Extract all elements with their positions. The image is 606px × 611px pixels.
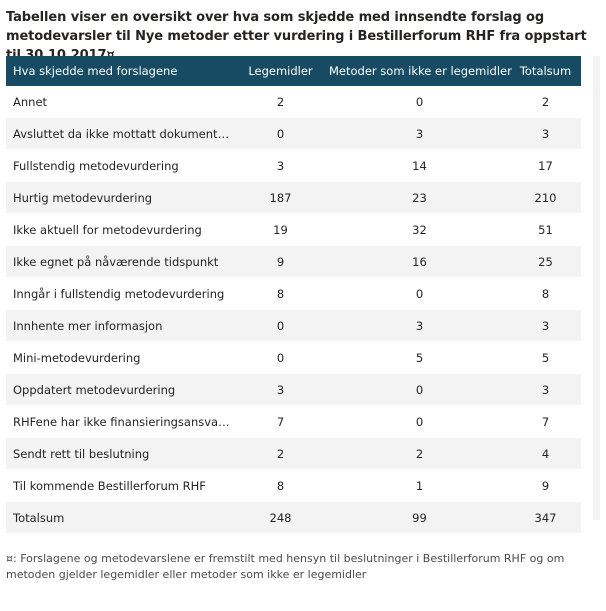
cell-metoder: 2 xyxy=(329,437,510,470)
cell-metoder: 0 xyxy=(329,86,510,118)
cell-legemidler: 3 xyxy=(232,373,329,406)
cell-totalsum: 2 xyxy=(510,86,581,118)
cell-legemidler: 9 xyxy=(232,245,329,278)
cell-category: Oppdatert metodevurdering xyxy=(6,373,232,406)
cell-category: Inngår i fullstendig metodevurdering xyxy=(6,277,232,310)
cell-legemidler: 8 xyxy=(232,469,329,502)
column-header-category[interactable]: Hva skjedde med forslagene xyxy=(6,56,232,86)
cell-totalsum: 5 xyxy=(510,341,581,374)
cell-category: Ikke egnet på nåværende tidspunkt xyxy=(6,245,232,278)
cell-category: Mini-metodevurdering xyxy=(6,341,232,374)
cell-totalsum: 3 xyxy=(510,117,581,150)
table-row: Fullstendig metodevurdering 3 14 17 xyxy=(6,149,581,182)
cell-metoder: 32 xyxy=(329,213,510,246)
cell-category: Ikke aktuell for metodevurdering xyxy=(6,213,232,246)
cell-category: Avsluttet da ikke mottatt dokumentas… xyxy=(6,117,232,150)
table-row: Oppdatert metodevurdering 3 0 3 xyxy=(6,373,581,406)
table-row: Annet 2 0 2 xyxy=(6,86,581,118)
table-row: Hurtig metodevurdering 187 23 210 xyxy=(6,181,581,214)
cell-metoder: 3 xyxy=(329,309,510,342)
cell-metoder: 14 xyxy=(329,149,510,182)
total-cell-legemidler: 248 xyxy=(232,501,329,534)
table-row: Innhente mer informasjon 0 3 3 xyxy=(6,309,581,342)
cell-legemidler: 0 xyxy=(232,341,329,374)
cell-metoder: 1 xyxy=(329,469,510,502)
table-body: Annet 2 0 2 Avsluttet da ikke mottatt dokume… xyxy=(6,86,581,534)
table-row: Ikke egnet på nåværende tidspunkt 9 16 25 xyxy=(6,245,581,278)
cell-metoder: 0 xyxy=(329,405,510,438)
cell-legemidler: 0 xyxy=(232,117,329,150)
cell-legemidler: 2 xyxy=(232,86,329,118)
cell-totalsum: 25 xyxy=(510,245,581,278)
total-cell-metoder: 99 xyxy=(329,501,510,534)
cell-legemidler: 19 xyxy=(232,213,329,246)
cell-legemidler: 0 xyxy=(232,309,329,342)
header-row: Hva skjedde med forslagene Legemidler Me… xyxy=(6,56,581,86)
table-row: Sendt rett til beslutning 2 2 4 xyxy=(6,437,581,470)
total-cell-category: Totalsum xyxy=(6,501,232,534)
data-table: Hva skjedde med forslagene Legemidler Me… xyxy=(6,56,581,534)
cell-category: Hurtig metodevurdering xyxy=(6,181,232,214)
table-row: Mini-metodevurdering 0 5 5 xyxy=(6,341,581,374)
cell-category: Fullstendig metodevurdering xyxy=(6,149,232,182)
cell-legemidler: 8 xyxy=(232,277,329,310)
cell-legemidler: 187 xyxy=(232,181,329,214)
cell-totalsum: 17 xyxy=(510,149,581,182)
table-container: Hva skjedde med forslagene Legemidler Me… xyxy=(6,56,600,534)
cell-totalsum: 51 xyxy=(510,213,581,246)
column-header-legemidler[interactable]: Legemidler xyxy=(232,56,329,86)
table-row: Avsluttet da ikke mottatt dokumentas… 0 3 3 xyxy=(6,117,581,150)
scroll-edge xyxy=(593,56,600,520)
cell-metoder: 5 xyxy=(329,341,510,374)
total-row: Totalsum 248 99 347 xyxy=(6,501,581,534)
cell-category: Til kommende Bestillerforum RHF xyxy=(6,469,232,502)
table-row: RHFene har ikke finansieringsansvaret 7 0 7 xyxy=(6,405,581,438)
cell-totalsum: 8 xyxy=(510,277,581,310)
column-header-totalsum[interactable]: Totalsum xyxy=(510,56,581,86)
cell-category: RHFene har ikke finansieringsansvaret xyxy=(6,405,232,438)
total-cell-totalsum: 347 xyxy=(510,501,581,534)
cell-metoder: 0 xyxy=(329,373,510,406)
cell-totalsum: 7 xyxy=(510,405,581,438)
cell-category: Annet xyxy=(6,86,232,118)
cell-metoder: 23 xyxy=(329,181,510,214)
cell-totalsum: 3 xyxy=(510,373,581,406)
table-row: Inngår i fullstendig metodevurdering 8 0 8 xyxy=(6,277,581,310)
footnote: ¤: Forslagene og metodevarslene er frems… xyxy=(6,552,565,581)
table-row: Ikke aktuell for metodevurdering 19 32 51 xyxy=(6,213,581,246)
cell-metoder: 0 xyxy=(329,277,510,310)
cell-category: Sendt rett til beslutning xyxy=(6,437,232,470)
cell-legemidler: 3 xyxy=(232,149,329,182)
cell-totalsum: 4 xyxy=(510,437,581,470)
cell-category: Innhente mer informasjon xyxy=(6,309,232,342)
cell-metoder: 16 xyxy=(329,245,510,278)
cell-legemidler: 7 xyxy=(232,405,329,438)
cell-metoder: 3 xyxy=(329,117,510,150)
cell-legemidler: 2 xyxy=(232,437,329,470)
table-row: Til kommende Bestillerforum RHF 8 1 9 xyxy=(6,469,581,502)
cell-totalsum: 210 xyxy=(510,181,581,214)
cell-totalsum: 3 xyxy=(510,309,581,342)
column-header-metoder[interactable]: Metoder som ikke er legemidler xyxy=(329,56,512,86)
cell-totalsum: 9 xyxy=(510,469,581,502)
